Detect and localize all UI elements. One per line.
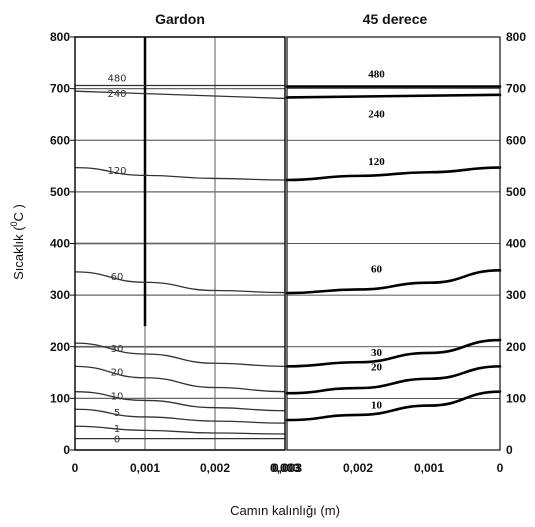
- series-label-right-60: 60: [371, 264, 383, 276]
- y-tick-left-500: 500: [50, 185, 70, 199]
- series-line-right-20: [285, 365, 502, 395]
- series-label-right-10: 10: [371, 399, 383, 411]
- y-tick-left-0: 0: [63, 443, 70, 457]
- y-tick-right-500: 500: [506, 185, 526, 199]
- y-tick-right-700: 700: [506, 82, 526, 96]
- series-line-right-120: [285, 166, 502, 182]
- y-axis-label: Sıcaklık (0C ): [9, 204, 26, 280]
- x-tick-right-0: 0: [497, 461, 504, 475]
- series-label-left-480: 480: [107, 74, 126, 85]
- series-label-right-20: 20: [371, 361, 383, 373]
- y-tick-left-800: 800: [50, 30, 70, 44]
- x-tick-right-0,002: 0,002: [343, 461, 373, 475]
- series-label-left-1: 1: [114, 424, 120, 435]
- y-tick-right-300: 300: [506, 288, 526, 302]
- y-tick-left-600: 600: [50, 133, 70, 147]
- x-tick-left-0,003: 0,003: [270, 461, 300, 475]
- y-tick-right-600: 600: [506, 133, 526, 147]
- series-label-left-60: 60: [111, 272, 124, 283]
- series-label-left-10: 10: [111, 391, 124, 402]
- series-line-left-1: [74, 425, 286, 435]
- y-tick-right-200: 200: [506, 340, 526, 354]
- series-label-left-120: 120: [107, 166, 126, 177]
- series-label-left-240: 240: [107, 89, 126, 100]
- series-line-left-20: [74, 365, 286, 393]
- series-line-left-10: [74, 391, 286, 412]
- y-tick-left-200: 200: [50, 340, 70, 354]
- y-tick-left-700: 700: [50, 82, 70, 96]
- series-line-left-60: [74, 271, 286, 294]
- y-tick-right-0: 0: [506, 443, 513, 457]
- series-label-right-480: 480: [368, 69, 385, 81]
- x-tick-left-0,001: 0,001: [130, 461, 160, 475]
- y-tick-right-800: 800: [506, 30, 526, 44]
- x-tick-left-0,002: 0,002: [200, 461, 230, 475]
- series-line-left-30: [74, 342, 286, 368]
- series-label-left-30: 30: [111, 344, 124, 355]
- panel-title-right: 45 derece: [363, 11, 428, 27]
- series-lines: [74, 84, 502, 440]
- y-tick-left-400: 400: [50, 237, 70, 251]
- x-tick-left-0: 0: [72, 461, 79, 475]
- y-tick-left-100: 100: [50, 391, 70, 405]
- series-label-right-120: 120: [368, 156, 385, 168]
- panel-title-left: Gardon: [155, 11, 205, 27]
- series-label-left-5: 5: [114, 408, 120, 419]
- x-tick-right-0,001: 0,001: [414, 461, 444, 475]
- x-axis-label: Camın kalınlığı (m): [230, 503, 340, 518]
- series-line-left-5: [74, 408, 286, 424]
- series-line-right-60: [285, 269, 502, 295]
- series-line-left-240: [74, 90, 286, 100]
- y-tick-right-400: 400: [506, 237, 526, 251]
- x-tick-right-0,003: 0,003: [272, 461, 302, 475]
- series-label-right-240: 240: [368, 108, 385, 120]
- series-line-left-120: [74, 166, 286, 181]
- series-label-right-30: 30: [371, 347, 383, 359]
- series-line-right-30: [285, 338, 502, 368]
- series-labels: 480 240 120 60 30 20 10 5 10 480 240 120 60 30 20 10: [107, 69, 385, 446]
- series-line-right-10: [285, 390, 502, 422]
- y-tick-left-300: 300: [50, 288, 70, 302]
- panel-frame-right: [286, 36, 501, 451]
- series-line-right-240: [285, 93, 502, 99]
- series-label-left-20: 20: [111, 367, 124, 378]
- y-tick-right-100: 100: [506, 391, 526, 405]
- series-label-left-0: 0: [114, 435, 120, 446]
